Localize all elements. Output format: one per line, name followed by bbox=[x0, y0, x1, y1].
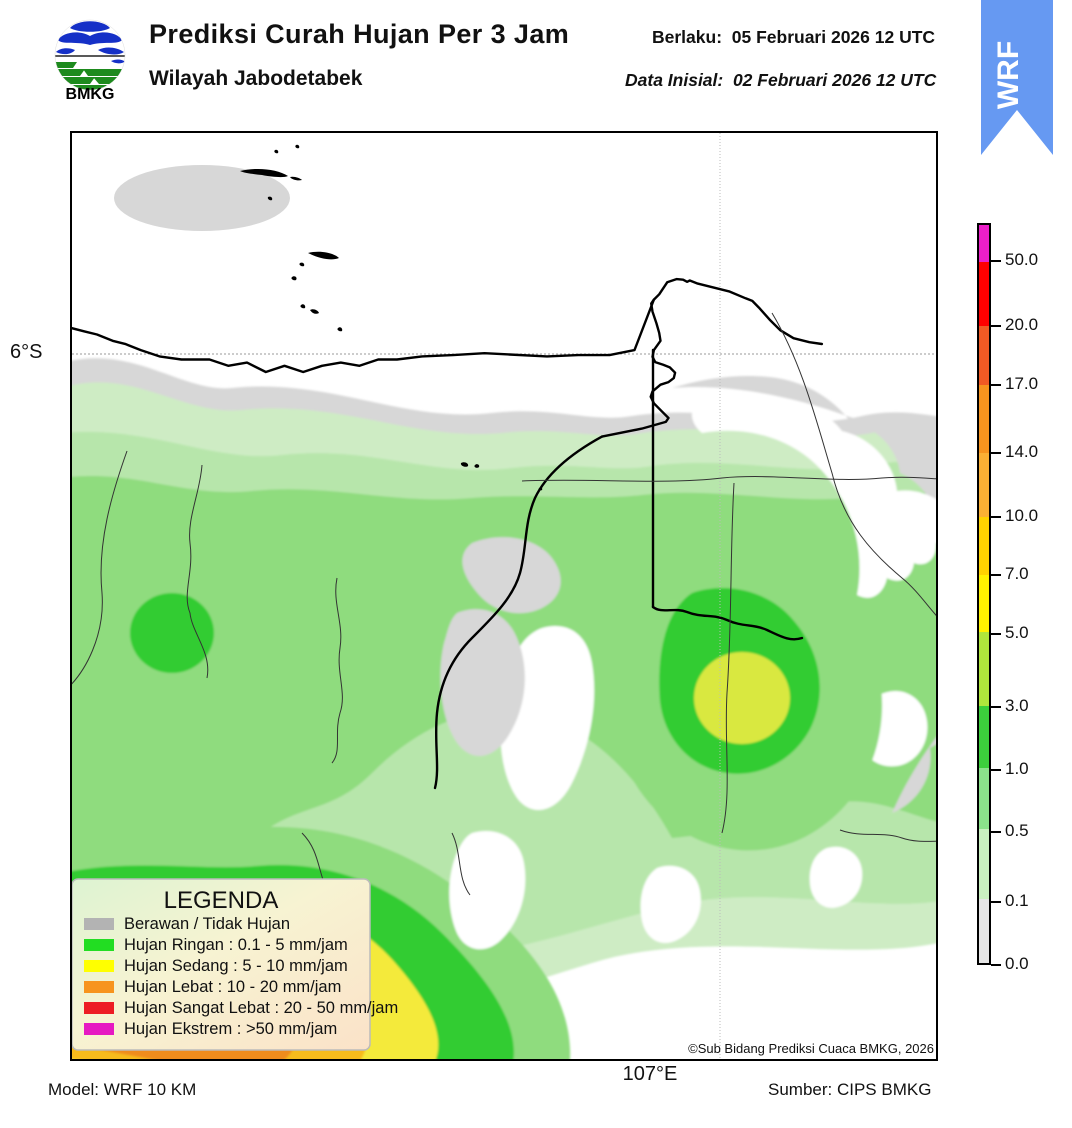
svg-text:Hujan Lebat : 10 - 20 mm/jam: Hujan Lebat : 10 - 20 mm/jam bbox=[124, 978, 341, 996]
svg-text:Hujan Sangat Lebat : 20 - 50 m: Hujan Sangat Lebat : 20 - 50 mm/jam bbox=[124, 999, 398, 1017]
svg-text:©Sub Bidang Prediksi Cuaca BMK: ©Sub Bidang Prediksi Cuaca BMKG, 2026 bbox=[688, 1041, 934, 1056]
svg-text:Berawan / Tidak Hujan: Berawan / Tidak Hujan bbox=[124, 915, 290, 933]
svg-text:LEGENDA: LEGENDA bbox=[164, 887, 279, 914]
svg-text:BMKG: BMKG bbox=[66, 86, 115, 103]
svg-text:Hujan Ekstrem : >50 mm/jam: Hujan Ekstrem : >50 mm/jam bbox=[124, 1020, 337, 1038]
svg-text:Hujan Sedang : 5 - 10 mm/jam: Hujan Sedang : 5 - 10 mm/jam bbox=[124, 957, 348, 975]
svg-text:WRF: WRF bbox=[992, 41, 1025, 109]
svg-text:Hujan Ringan : 0.1 - 5 mm/jam: Hujan Ringan : 0.1 - 5 mm/jam bbox=[124, 936, 348, 954]
